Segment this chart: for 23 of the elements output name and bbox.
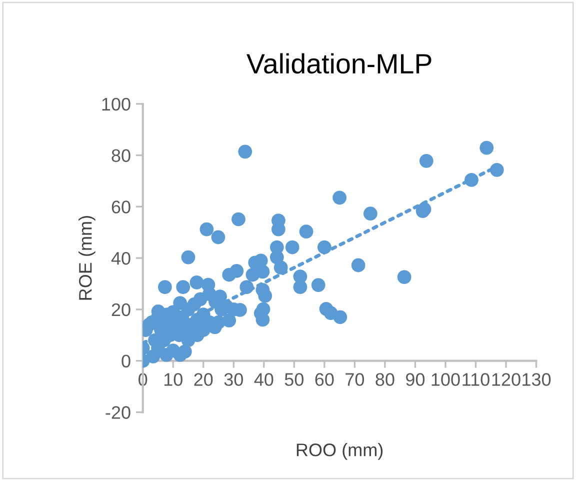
x-tick-label: 100 — [432, 373, 460, 386]
x-tick-label: 10 — [164, 373, 182, 386]
x-tick-label: 90 — [406, 373, 425, 386]
y-tick-label: 100 — [102, 98, 130, 111]
y-axis-title: ROE (mm) — [78, 216, 96, 300]
y-tick-label: 40 — [111, 252, 130, 265]
x-tick-label: 120 — [492, 373, 520, 386]
y-tick-label: 80 — [112, 149, 130, 162]
x-tick-label: 60 — [315, 373, 334, 386]
x-tick-label: 80 — [376, 373, 394, 386]
y-tick-label: 0 — [122, 354, 130, 368]
x-tick-label: 20 — [194, 373, 213, 386]
x-axis-title: ROO (mm) — [296, 443, 383, 460]
x-tick-label: 130 — [522, 373, 551, 386]
chart-title: Validation-MLP — [246, 53, 432, 74]
y-tick-label: 60 — [112, 200, 130, 214]
x-tick-label: 30 — [224, 373, 243, 386]
x-tick-label: 70 — [346, 373, 364, 386]
y-tick-label: 20 — [112, 303, 130, 316]
x-tick-label: 40 — [254, 373, 274, 386]
y-tick-label: -20 — [106, 406, 130, 419]
x-tick-label: 110 — [462, 373, 490, 386]
x-tick-label: 50 — [284, 373, 304, 386]
